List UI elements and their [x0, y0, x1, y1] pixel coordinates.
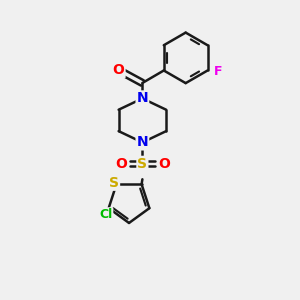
Text: O: O — [115, 157, 127, 171]
Text: N: N — [136, 135, 148, 149]
Text: O: O — [113, 63, 124, 77]
Text: O: O — [158, 157, 170, 171]
Text: F: F — [214, 65, 222, 79]
Text: S: S — [137, 157, 147, 171]
Text: N: N — [136, 92, 148, 105]
Text: S: S — [109, 176, 119, 190]
Text: Cl: Cl — [99, 208, 112, 221]
